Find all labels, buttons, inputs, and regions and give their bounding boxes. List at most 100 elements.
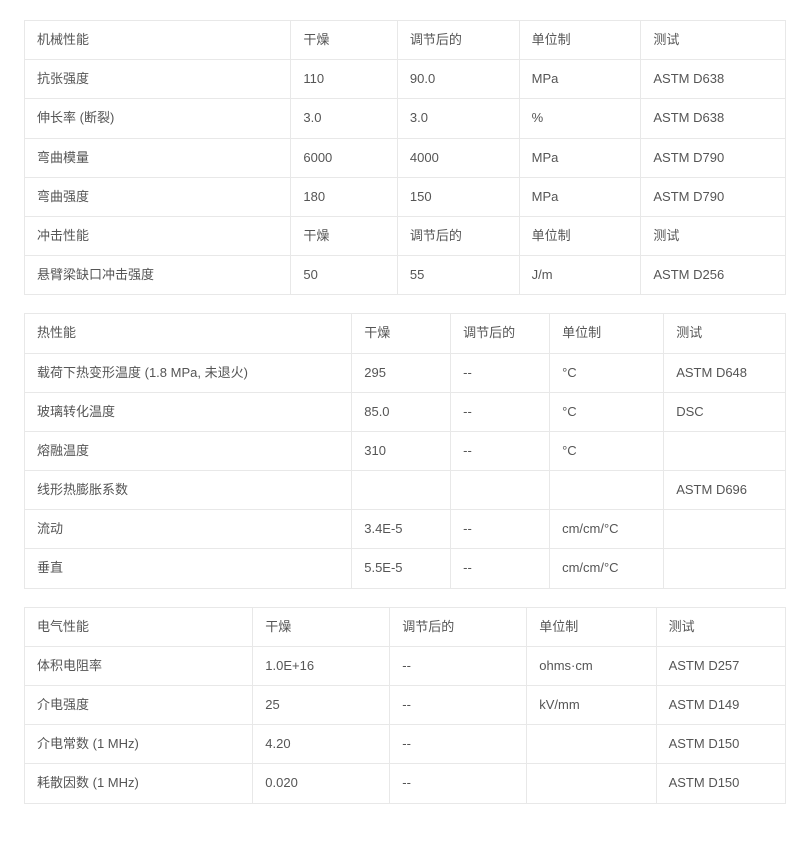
table-cell: ASTM D256 [641,256,786,295]
table-cell: 弯曲强度 [25,177,291,216]
table-cell: 测试 [641,216,786,255]
table-row: 弯曲强度180150MPaASTM D790 [25,177,786,216]
table-cell: 热性能 [25,314,352,353]
table-row: 弯曲模量60004000MPaASTM D790 [25,138,786,177]
table-cell [664,510,786,549]
table-cell: ASTM D790 [641,177,786,216]
table-cell: -- [451,431,550,470]
table-cell [451,471,550,510]
table-cell: 冲击性能 [25,216,291,255]
table-cell: 调节后的 [390,607,527,646]
table-cell: 调节后的 [397,216,519,255]
table-cell: -- [390,646,527,685]
table-cell: °C [550,392,664,431]
table-cell: -- [451,549,550,588]
table-cell: kV/mm [527,686,656,725]
table-cell: MPa [519,138,641,177]
table-cell: 90.0 [397,60,519,99]
table-cell: 单位制 [519,21,641,60]
table-cell: 单位制 [519,216,641,255]
table-row: 体积电阻率1.0E+16--ohms·cmASTM D257 [25,646,786,685]
table-cell: cm/cm/°C [550,510,664,549]
table-cell: 3.0 [291,99,398,138]
table-cell: 4000 [397,138,519,177]
table-cell: ASTM D150 [656,725,785,764]
table-row: 耗散因数 (1 MHz)0.020--ASTM D150 [25,764,786,803]
table-cell: 干燥 [291,216,398,255]
table-cell: 线形热膨胀系数 [25,471,352,510]
table-row: 载荷下热变形温度 (1.8 MPa, 未退火)295--°CASTM D648 [25,353,786,392]
table-cell: 测试 [664,314,786,353]
table-row: 垂直5.5E-5--cm/cm/°C [25,549,786,588]
table-cell: % [519,99,641,138]
table-cell: 流动 [25,510,352,549]
tables-container: 机械性能干燥调节后的单位制测试抗张强度11090.0MPaASTM D638伸长… [24,20,786,804]
table-cell: 55 [397,256,519,295]
table-cell: 调节后的 [451,314,550,353]
table-header-row: 热性能干燥调节后的单位制测试 [25,314,786,353]
table-cell: °C [550,431,664,470]
table-cell: J/m [519,256,641,295]
table-cell: °C [550,353,664,392]
table-row: 介电强度25--kV/mmASTM D149 [25,686,786,725]
table-cell: 150 [397,177,519,216]
table-cell: 悬臂梁缺口冲击强度 [25,256,291,295]
data-table-1: 热性能干燥调节后的单位制测试载荷下热变形温度 (1.8 MPa, 未退火)295… [24,313,786,588]
table-cell [352,471,451,510]
table-cell: 弯曲模量 [25,138,291,177]
table-cell: 耗散因数 (1 MHz) [25,764,253,803]
table-cell: cm/cm/°C [550,549,664,588]
table-cell: -- [451,510,550,549]
table-cell: -- [451,392,550,431]
table-header-row: 电气性能干燥调节后的单位制测试 [25,607,786,646]
table-cell: 玻璃转化温度 [25,392,352,431]
table-row: 熔融温度310--°C [25,431,786,470]
table-row: 伸长率 (断裂)3.03.0%ASTM D638 [25,99,786,138]
table-cell: 0.020 [253,764,390,803]
table-row: 流动3.4E-5--cm/cm/°C [25,510,786,549]
table-header-row: 冲击性能干燥调节后的单位制测试 [25,216,786,255]
table-cell: 干燥 [253,607,390,646]
table-cell: 310 [352,431,451,470]
table-cell: ASTM D638 [641,60,786,99]
table-cell: 载荷下热变形温度 (1.8 MPa, 未退火) [25,353,352,392]
table-row: 线形热膨胀系数 ASTM D696 [25,471,786,510]
table-cell: ASTM D696 [664,471,786,510]
table-cell: ASTM D790 [641,138,786,177]
table-row: 玻璃转化温度85.0--°CDSC [25,392,786,431]
table-row: 悬臂梁缺口冲击强度5055J/mASTM D256 [25,256,786,295]
table-cell: ohms·cm [527,646,656,685]
table-cell [664,549,786,588]
table-cell: ASTM D638 [641,99,786,138]
table-cell: 电气性能 [25,607,253,646]
table-cell: ASTM D150 [656,764,785,803]
table-cell [550,471,664,510]
table-cell: 3.4E-5 [352,510,451,549]
table-cell: 介电强度 [25,686,253,725]
table-cell: 4.20 [253,725,390,764]
table-cell [527,764,656,803]
data-table-2: 电气性能干燥调节后的单位制测试体积电阻率1.0E+16--ohms·cmASTM… [24,607,786,804]
table-cell: MPa [519,177,641,216]
table-cell: 测试 [641,21,786,60]
table-cell: -- [390,725,527,764]
table-cell: 调节后的 [397,21,519,60]
table-cell: 测试 [656,607,785,646]
table-cell: ASTM D648 [664,353,786,392]
table-cell: 干燥 [352,314,451,353]
table-row: 介电常数 (1 MHz)4.20--ASTM D150 [25,725,786,764]
table-cell: MPa [519,60,641,99]
table-cell: 熔融温度 [25,431,352,470]
table-cell: 单位制 [550,314,664,353]
table-cell: 180 [291,177,398,216]
table-cell: ASTM D149 [656,686,785,725]
table-cell [664,431,786,470]
table-cell: 5.5E-5 [352,549,451,588]
table-cell: 伸长率 (断裂) [25,99,291,138]
table-row: 抗张强度11090.0MPaASTM D638 [25,60,786,99]
table-cell [527,725,656,764]
table-cell: 3.0 [397,99,519,138]
table-cell: 50 [291,256,398,295]
table-cell: 6000 [291,138,398,177]
table-cell: -- [390,686,527,725]
